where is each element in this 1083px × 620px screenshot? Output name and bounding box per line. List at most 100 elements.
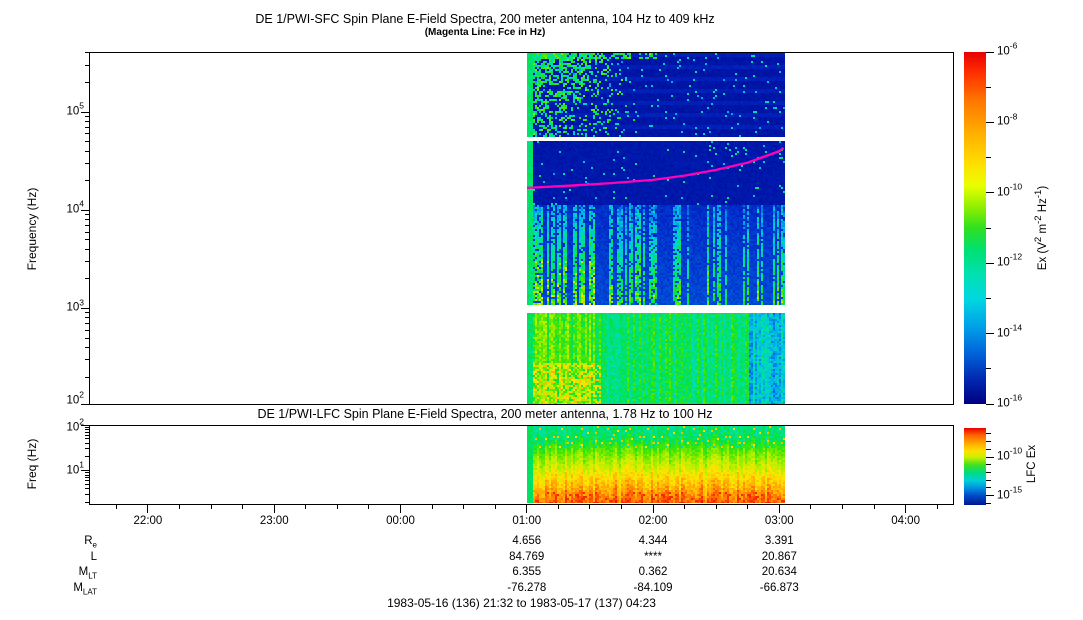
tick-mark (85, 116, 89, 118)
y-tick-label: 101 (66, 459, 84, 477)
tick-mark (85, 261, 89, 263)
tick-mark (368, 505, 370, 509)
ephemeris-value: 4.344 (638, 535, 668, 547)
tick-mark (986, 471, 991, 473)
y-tick-label: 102 (66, 389, 84, 407)
ephemeris-value: 20.634 (761, 566, 797, 578)
tick-mark (684, 505, 686, 509)
tick-mark (494, 505, 496, 509)
ephemeris-value: 4.656 (512, 535, 542, 547)
tick-mark (841, 505, 843, 509)
footer-time-range: 1983-05-16 (136) 21:32 to 1983-05-17 (13… (387, 596, 656, 610)
tick-mark (778, 505, 780, 513)
x-tick-label: 02:00 (638, 515, 668, 527)
tick-mark (85, 337, 89, 339)
tick-mark (986, 479, 991, 481)
tick-mark (85, 52, 89, 54)
tick-mark (115, 505, 117, 509)
tick-mark (873, 505, 875, 509)
tick-mark (85, 480, 89, 482)
ephemeris-value: -84.109 (633, 581, 673, 594)
tick-mark (85, 347, 89, 349)
tick-mark (986, 495, 994, 496)
ephemeris-value: 20.867 (761, 550, 797, 563)
tick-mark (85, 248, 89, 250)
tick-mark (986, 441, 991, 443)
tick-mark (526, 505, 528, 513)
tick-mark (210, 505, 212, 509)
tick-mark (81, 470, 89, 472)
ephemeris-row-label: MLAT (73, 581, 97, 596)
tick-mark (85, 224, 89, 226)
x-tick-label: 01:00 (512, 515, 542, 527)
tick-mark (85, 162, 89, 164)
tick-mark (986, 502, 991, 504)
sfc-title: DE 1/PWI-SFC Spin Plane E-Field Spectra,… (255, 12, 715, 26)
tick-mark (85, 121, 89, 123)
ephemeris-value: -76.278 (507, 581, 547, 594)
tick-mark (85, 474, 89, 476)
tick-mark (85, 434, 89, 436)
tick-mark (85, 126, 89, 128)
tick-mark (81, 111, 89, 113)
tick-mark (81, 424, 89, 426)
tick-mark (589, 505, 591, 509)
tick-mark (85, 426, 89, 428)
tick-mark (85, 438, 89, 440)
y-tick-label: 102 (66, 416, 84, 434)
sfc-colorbar-label: Ex (V2 m-2 Hz-1) (1033, 185, 1049, 271)
tick-mark (986, 487, 991, 489)
tick-mark (905, 505, 907, 513)
lfc-spectrogram-canvas (527, 426, 785, 503)
colorbar-tick-label: 10-10 (997, 445, 1023, 463)
ephemeris-value: 0.362 (638, 566, 668, 578)
tick-mark (85, 329, 89, 331)
tick-mark (85, 239, 89, 241)
tick-mark (986, 433, 991, 435)
tick-mark (85, 312, 89, 314)
tick-mark (986, 157, 991, 159)
tick-mark (336, 505, 338, 509)
tick-mark (431, 505, 433, 509)
tick-mark (85, 456, 89, 458)
x-tick-label: 03:00 (764, 515, 794, 527)
tick-mark (81, 307, 89, 309)
tick-mark (85, 278, 89, 280)
tick-mark (85, 483, 89, 485)
tick-mark (305, 505, 307, 509)
sfc-subtitle: (Magenta Line: Fce in Hz) (424, 27, 546, 38)
x-tick-label: 23:00 (259, 515, 289, 527)
ephemeris-row-label: Re (84, 535, 97, 550)
tick-mark (178, 505, 180, 509)
tick-mark (85, 376, 89, 378)
tick-mark (986, 262, 994, 264)
sfc-spectrogram-canvas (527, 53, 785, 404)
x-tick-label: 00:00 (386, 515, 415, 527)
tick-mark (85, 214, 89, 216)
tick-mark (81, 209, 89, 211)
ephemeris-value: 3.391 (764, 535, 794, 547)
tick-mark (85, 502, 89, 504)
tick-mark (986, 86, 991, 88)
sfc-colorbar (964, 52, 986, 404)
sfc-y-axis-label: Frequency (Hz) (25, 187, 39, 271)
tick-mark (986, 456, 994, 458)
tick-mark (620, 505, 622, 509)
tick-mark (85, 477, 89, 479)
tick-mark (85, 494, 89, 496)
x-tick-label: 22:00 (133, 515, 163, 527)
tick-mark (399, 505, 401, 513)
tick-mark (715, 505, 717, 509)
sfc-panel (89, 52, 954, 405)
tick-mark (986, 368, 991, 370)
tick-mark (986, 333, 994, 335)
colorbar-tick-label: 10-10 (997, 181, 1023, 199)
lfc-panel (89, 425, 954, 505)
tick-mark (273, 505, 275, 513)
tick-mark (85, 431, 89, 433)
tick-mark (986, 121, 994, 123)
tick-mark (463, 505, 465, 509)
lfc-title: DE 1/PWI-LFC Spin Plane E-Field Spectra,… (257, 407, 713, 421)
tick-mark (85, 448, 89, 450)
